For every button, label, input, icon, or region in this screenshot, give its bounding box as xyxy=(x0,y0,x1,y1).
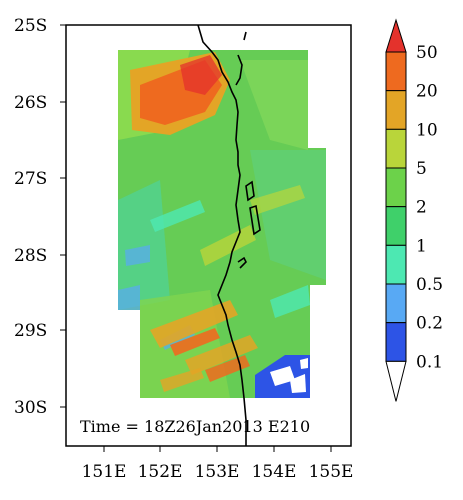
colorbar-label: 20 xyxy=(416,82,438,102)
time-label: Time = 18Z26Jan2013 E210 xyxy=(80,417,310,436)
coastline xyxy=(197,25,261,446)
colorbar-label: 0.2 xyxy=(416,314,443,334)
lon-label-152e: 152E xyxy=(138,462,183,482)
colorbar-label: 2 xyxy=(416,198,427,218)
lat-label-28s: 28S xyxy=(14,246,47,266)
colorbar-label: 1 xyxy=(416,236,427,256)
colorbar: 50 20 10 5 2 1 0.5 0.2 0.1 xyxy=(385,18,443,402)
colorbar-label: 10 xyxy=(416,120,438,140)
colorbar-label: 50 xyxy=(416,43,438,63)
lat-axis: 25S 26S 27S 28S 29S 30S xyxy=(14,16,66,418)
colorbar-segment xyxy=(385,206,407,246)
colorbar-label: 5 xyxy=(416,159,427,179)
lon-axis: 151E 152E 153E 154E 155E xyxy=(82,446,354,482)
lon-label-155e: 155E xyxy=(309,462,354,482)
lat-label-26s: 26S xyxy=(14,93,47,113)
lat-label-25s: 25S xyxy=(14,16,47,36)
colorbar-label: 0.1 xyxy=(416,352,443,372)
colorbar-top-arrow xyxy=(385,18,407,53)
colorbar-segment xyxy=(385,244,407,285)
colorbar-segment xyxy=(385,167,407,208)
lat-label-27s: 27S xyxy=(14,169,47,189)
lon-label-151e: 151E xyxy=(82,462,127,482)
colorbar-bottom-arrow xyxy=(385,360,407,402)
map-frame xyxy=(65,24,352,447)
rainfall-field xyxy=(118,50,326,398)
colorbar-label: 0.5 xyxy=(416,275,443,295)
colorbar-segment xyxy=(385,90,407,130)
colorbar-segment xyxy=(385,128,407,169)
lon-label-154e: 154E xyxy=(252,462,297,482)
colorbar-segment xyxy=(385,51,407,92)
lon-label-153e: 153E xyxy=(195,462,240,482)
lat-label-30s: 30S xyxy=(14,398,47,418)
colorbar-segment xyxy=(385,283,407,324)
lat-label-29s: 29S xyxy=(14,321,47,341)
colorbar-segment xyxy=(385,322,407,362)
